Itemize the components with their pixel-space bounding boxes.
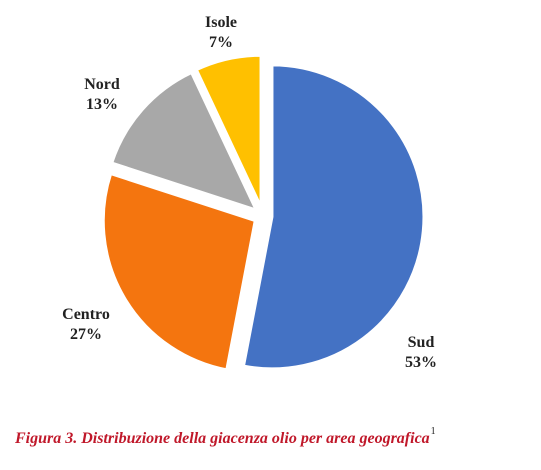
figure-caption: Figura 3. Distribuzione della giacenza o… [15, 426, 436, 448]
slice-name: Isole [205, 14, 237, 31]
pie-slice-sud [241, 63, 426, 371]
footnote-marker: 1 [430, 426, 436, 437]
slice-percent: 7% [209, 34, 233, 51]
slice-name: Nord [84, 76, 120, 93]
pie-slice-nord [110, 71, 258, 212]
pie-slice-isole [194, 53, 263, 209]
caption-text: Figura 3. Distribuzione della giacenza o… [15, 430, 430, 447]
slice-name: Centro [62, 306, 110, 323]
slice-percent: 27% [69, 326, 102, 343]
slice-label-isole: Isole 7% [205, 13, 237, 53]
pie-slice-centro [101, 172, 257, 372]
slice-label-centro: Centro 27% [62, 305, 110, 345]
slice-percent: 13% [86, 96, 118, 113]
slice-percent: 53% [405, 354, 437, 371]
slice-label-sud: Sud 53% [405, 333, 437, 373]
slice-name: Sud [407, 334, 435, 351]
slice-label-nord: Nord 13% [84, 75, 120, 115]
